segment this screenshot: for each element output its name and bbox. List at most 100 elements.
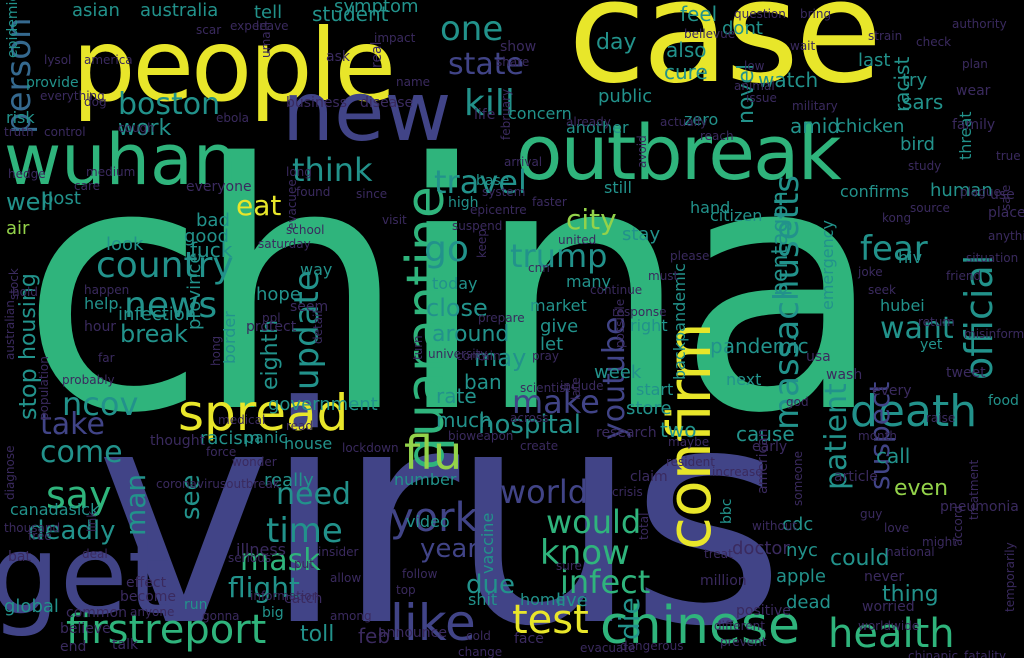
cloud-word: bring — [800, 7, 832, 21]
cloud-word: plan — [962, 57, 988, 71]
cloud-word: wear — [956, 83, 991, 99]
cloud-word: post — [42, 188, 81, 209]
cloud-word: infection — [118, 304, 197, 325]
cloud-word: everything — [40, 89, 105, 103]
cloud-word: read — [286, 419, 314, 433]
cloud-word: toll — [300, 622, 335, 647]
cloud-word: medium — [86, 165, 136, 179]
cloud-word: trump — [510, 237, 608, 275]
cloud-word: call — [876, 444, 911, 468]
cloud-word: test — [512, 597, 589, 643]
cloud-word: high — [448, 195, 479, 211]
cloud-word: public — [598, 86, 653, 107]
cloud-word: good — [184, 226, 229, 247]
cloud-word: big — [262, 605, 284, 621]
cloud-word: anything — [988, 229, 1024, 243]
cloud-word: lockdown — [342, 441, 399, 455]
cloud-word: sars — [902, 90, 944, 114]
cloud-word: national — [886, 545, 935, 559]
cloud-word: fear — [860, 229, 928, 269]
cloud-word: return — [918, 315, 955, 329]
cloud-word: name — [396, 75, 431, 89]
cloud-word: detail — [311, 310, 325, 344]
cloud-word: number — [394, 470, 457, 489]
cloud-word: need — [276, 477, 351, 512]
cloud-word: make — [512, 383, 600, 421]
cloud-word: go — [424, 229, 469, 270]
cloud-word: life — [474, 107, 496, 123]
cloud-word: know — [540, 533, 630, 573]
cloud-word: well — [6, 188, 54, 216]
cloud-word: gonna — [202, 609, 240, 623]
cloud-word: risk — [6, 108, 35, 127]
cloud-word: please — [670, 249, 710, 263]
cloud-word: safe — [999, 184, 1013, 210]
cloud-word: people — [72, 7, 396, 124]
cloud-word: show — [500, 39, 537, 55]
cloud-word: way — [300, 260, 333, 279]
cloud-word: ncov — [62, 385, 139, 423]
cloud-word: control — [44, 125, 86, 139]
cloud-word: next — [726, 370, 762, 389]
cloud-word: million — [700, 573, 747, 589]
cloud-word: would — [546, 503, 642, 541]
cloud-word: positive — [736, 603, 791, 619]
cloud-word: watch — [758, 68, 819, 92]
cloud-word: say — [46, 473, 112, 517]
cloud-word: since — [356, 187, 388, 201]
cloud-word: wash — [826, 367, 863, 383]
cloud-word: let — [540, 334, 564, 355]
cloud-word: authority — [952, 17, 1007, 31]
cloud-word: wait — [790, 39, 816, 53]
cloud-word: want — [880, 311, 954, 346]
cloud-word: try — [902, 70, 928, 91]
cloud-word: work — [118, 116, 172, 141]
cloud-word: impact — [374, 31, 416, 45]
cloud-word: virus — [95, 343, 786, 658]
cloud-word: spread — [178, 384, 349, 442]
cloud-word: illness — [236, 540, 286, 559]
cloud-word: even — [894, 476, 949, 501]
cloud-word: low — [744, 59, 765, 73]
cloud-word: bellevue — [684, 27, 736, 41]
cloud-word: canadasick — [10, 500, 100, 519]
cloud-word: city — [566, 203, 617, 236]
cloud-word: might — [922, 535, 957, 549]
cloud-word: military — [792, 99, 838, 113]
cloud-word: system — [482, 185, 526, 199]
cloud-word: real — [369, 41, 385, 68]
cloud-word: pneumonia — [940, 499, 1019, 515]
cloud-word: leave — [256, 19, 289, 33]
cloud-word: actually — [660, 115, 708, 129]
cloud-word: catch — [284, 591, 323, 607]
cloud-word: ban — [464, 370, 502, 394]
cloud-word: ask — [326, 49, 350, 65]
cloud-word: true — [996, 149, 1021, 163]
cloud-word: another — [566, 118, 629, 137]
cloud-word: hand — [690, 198, 731, 217]
cloud-word: early — [752, 439, 788, 455]
cloud-word: man — [119, 473, 152, 536]
cloud-word: vaccine — [478, 512, 497, 574]
cloud-word: coronavirusoutbreak — [156, 477, 280, 491]
cloud-word: total — [637, 512, 651, 540]
cloud-word: treatment — [967, 459, 981, 520]
cloud-word: bat — [8, 549, 31, 565]
cloud-word: base — [476, 173, 510, 189]
cloud-word: source — [910, 201, 950, 215]
cloud-word: dangerous — [620, 639, 684, 653]
cloud-word: everyone — [186, 179, 252, 195]
cloud-word: thing — [882, 582, 939, 607]
cloud-word: citizen — [710, 206, 763, 225]
cloud-word: long — [286, 165, 312, 179]
cloud-word: panic — [244, 428, 288, 447]
cloud-word: flu — [404, 426, 463, 480]
cloud-word: take — [40, 407, 105, 442]
cloud-word: province — [184, 252, 205, 330]
cloud-word: protect — [246, 319, 297, 335]
cloud-word: hold — [12, 285, 38, 299]
cloud-word: sure — [556, 559, 582, 573]
cloud-word: death — [850, 386, 978, 437]
cloud-word: look — [106, 234, 144, 255]
